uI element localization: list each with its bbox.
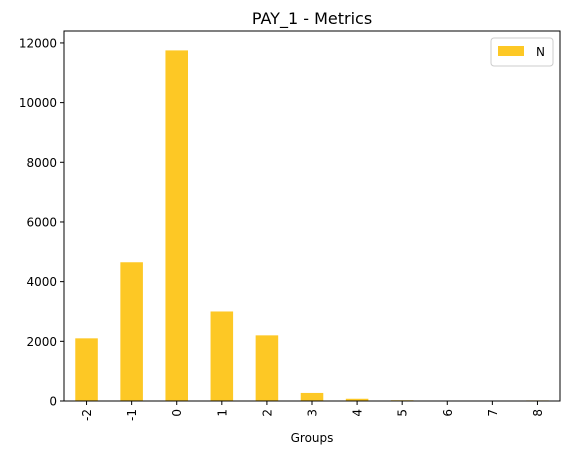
x-tick-label: 0 bbox=[170, 409, 184, 417]
bar-4 bbox=[345, 398, 369, 401]
x-tick-label: 1 bbox=[215, 409, 229, 417]
bar--1 bbox=[120, 262, 143, 401]
x-tick-label: -2 bbox=[80, 409, 94, 421]
x-tick-label: 4 bbox=[351, 409, 365, 417]
legend-label: N bbox=[536, 45, 545, 59]
x-tick-label: 3 bbox=[306, 409, 320, 417]
y-tick-label: 2000 bbox=[26, 335, 57, 349]
legend: N bbox=[490, 37, 554, 67]
bar-3 bbox=[300, 392, 324, 401]
y-axis: 0 2000 4000 6000 8000 10000 12000 bbox=[19, 36, 64, 409]
bar-1 bbox=[210, 311, 234, 401]
y-tick-label: 6000 bbox=[26, 215, 57, 229]
bar-2 bbox=[255, 335, 279, 401]
legend-swatch bbox=[498, 46, 524, 56]
bar--2 bbox=[75, 338, 98, 401]
y-tick-label: 12000 bbox=[19, 36, 57, 50]
x-tick-label: 8 bbox=[531, 409, 545, 417]
chart-title: PAY_1 - Metrics bbox=[252, 9, 372, 29]
x-axis-label: Groups bbox=[291, 431, 334, 445]
x-tick-label: 5 bbox=[396, 409, 410, 417]
bar-0 bbox=[165, 50, 188, 402]
y-tick-label: 10000 bbox=[19, 96, 57, 110]
plot-frame bbox=[63, 30, 561, 402]
x-axis: -2 -1 0 1 2 3 4 5 6 7 8 bbox=[80, 401, 545, 421]
x-tick-label: 6 bbox=[441, 409, 455, 417]
y-tick-label: 0 bbox=[49, 395, 57, 409]
y-tick-label: 8000 bbox=[26, 156, 57, 170]
bars bbox=[75, 50, 549, 402]
y-tick-label: 4000 bbox=[26, 275, 57, 289]
x-tick-label: -1 bbox=[125, 409, 139, 421]
x-tick-label: 2 bbox=[260, 409, 274, 417]
x-tick-label: 7 bbox=[486, 409, 500, 417]
